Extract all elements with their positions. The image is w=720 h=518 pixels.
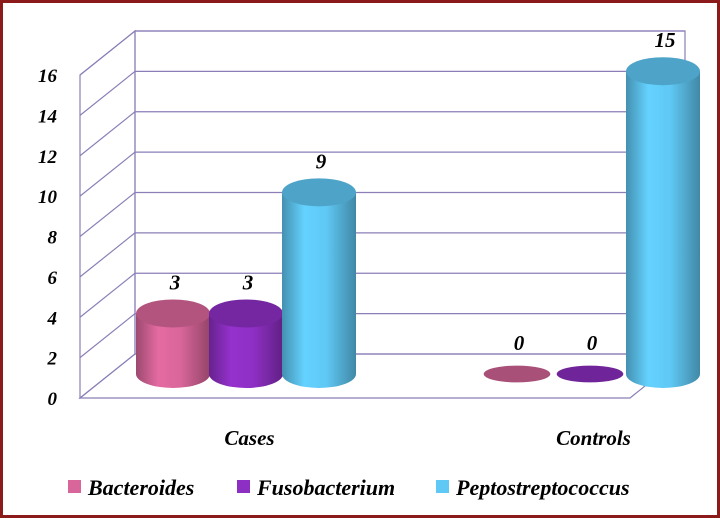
- y-axis-ticks: 0 2 4 6 8 10 12 14 16: [38, 66, 58, 410]
- gridline: [79, 272, 685, 318]
- legend-label: Fusobacterium: [256, 475, 395, 500]
- data-label: 0: [587, 331, 598, 355]
- y-tick-label: 6: [48, 268, 58, 289]
- data-labels: 3 3 9 0 0 15: [169, 28, 676, 355]
- gridline: [79, 232, 685, 278]
- gridline: [79, 30, 685, 76]
- legend-label: Peptostreptococcus: [455, 475, 630, 500]
- y-tick-label: 12: [38, 147, 58, 168]
- category-label-controls: Controls: [556, 426, 631, 450]
- data-label: 9: [316, 149, 327, 173]
- legend-label: Bacteroides: [87, 475, 194, 500]
- legend-item-fusobacterium: Fusobacterium: [237, 475, 395, 500]
- bar-top: [209, 299, 283, 328]
- bar-fusobacterium-controls: [556, 365, 624, 383]
- category-labels: Cases Controls: [224, 426, 630, 450]
- bar-peptostreptococcus-controls: [626, 57, 700, 388]
- bar-body: [136, 313, 210, 388]
- y-tick-label: 0: [48, 389, 58, 410]
- y-tick-label: 16: [38, 66, 58, 87]
- y-tick-label: 10: [38, 187, 58, 208]
- bar-fusobacterium-cases: [209, 299, 283, 388]
- category-label-cases: Cases: [224, 426, 274, 450]
- bar-top: [626, 57, 700, 86]
- gridline: [79, 191, 685, 237]
- data-label: 3: [242, 270, 254, 294]
- bar-body: [626, 71, 700, 388]
- gridline: [79, 111, 685, 157]
- gridlines: [79, 30, 685, 359]
- bar-body: [282, 192, 356, 388]
- gridline: [79, 151, 685, 197]
- legend-swatch: [68, 480, 81, 493]
- legend-item-bacteroides: Bacteroides: [68, 475, 194, 500]
- bar-body: [209, 313, 283, 388]
- data-label: 15: [655, 28, 676, 52]
- legend-item-peptostreptococcus: Peptostreptococcus: [436, 475, 630, 500]
- legend-swatch: [237, 480, 250, 493]
- y-tick-label: 4: [47, 308, 58, 329]
- y-tick-label: 14: [38, 106, 57, 127]
- bar-top: [483, 365, 551, 383]
- y-tick-label: 8: [48, 228, 58, 249]
- bar-bacteroides-cases: [136, 299, 210, 388]
- bar-bacteroides-controls: [483, 365, 551, 383]
- bar-top: [136, 299, 210, 328]
- bar-peptostreptococcus-cases: [282, 178, 356, 388]
- y-tick-label: 2: [47, 349, 58, 370]
- gridline: [79, 313, 685, 359]
- bar-top: [556, 365, 624, 383]
- legend: Bacteroides Fusobacterium Peptostreptococc…: [68, 475, 630, 500]
- legend-swatch: [436, 480, 449, 493]
- bar-top: [282, 178, 356, 207]
- data-label: 3: [169, 270, 181, 294]
- data-label: 0: [514, 331, 525, 355]
- gridline: [79, 70, 685, 116]
- bars: [136, 57, 700, 388]
